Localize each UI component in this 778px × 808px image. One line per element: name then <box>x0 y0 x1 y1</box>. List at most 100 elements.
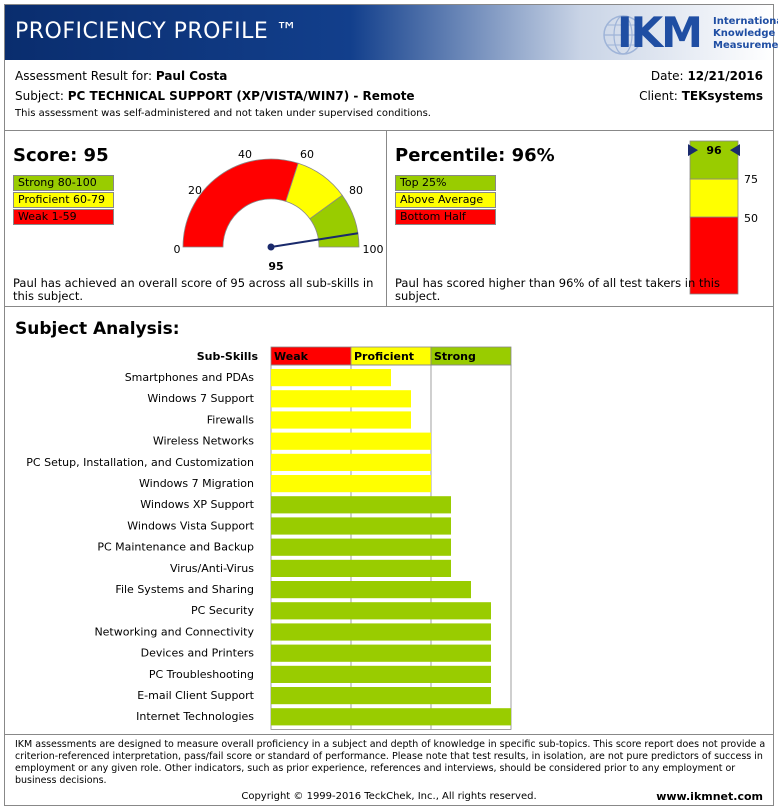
skill-bar <box>271 538 451 556</box>
date-value: 12/21/2016 <box>687 69 763 83</box>
percentile-panel: Percentile: 96% Top 25% Above Average Bo… <box>387 131 773 307</box>
skill-bar <box>271 453 431 471</box>
skill-label: Networking and Connectivity <box>94 625 254 638</box>
logo-tagline-line: International <box>713 16 778 27</box>
candidate-line: Assessment Result for: Paul Costa <box>15 69 227 83</box>
logo-tagline: International Knowledge Measurement <box>713 16 778 52</box>
client-line: Client: TEKsystems <box>639 89 763 103</box>
skills-chart: Sub-Skills Weak Proficient Strong Smartphone… <box>26 346 512 730</box>
client-label: Client: <box>639 89 678 103</box>
skill-bar <box>271 432 431 450</box>
report-footer: IKM assessments are designed to measure … <box>5 735 773 806</box>
ikm-logo: IKM International Knowledge Measurement <box>595 8 778 58</box>
skill-label: Windows 7 Support <box>147 392 254 405</box>
score-title: Score: 95 <box>13 145 109 166</box>
percentile-top-band <box>689 140 739 180</box>
skill-label: Internet Technologies <box>136 710 254 723</box>
legend-weak: Weak 1-59 <box>13 209 114 225</box>
percentile-marker-label: 96 <box>706 144 722 157</box>
skill-bar <box>271 559 451 577</box>
client-name: TEKsystems <box>681 89 763 103</box>
skill-label: PC Maintenance and Backup <box>97 541 254 554</box>
skill-label: Windows 7 Migration <box>139 477 254 490</box>
skill-bar <box>271 665 491 683</box>
band-header-label: Strong <box>434 350 476 363</box>
skill-bar <box>271 475 431 493</box>
percentile-title: Percentile: 96% <box>395 145 555 166</box>
percentile-marker-left-icon <box>688 144 698 157</box>
gauge-tick-label: 60 <box>300 148 314 161</box>
skill-label: Windows XP Support <box>140 498 254 511</box>
legend-proficient: Proficient 60-79 <box>13 192 114 208</box>
legend-above-average: Above Average <box>395 192 496 208</box>
skill-label: E-mail Client Support <box>137 689 254 702</box>
gauge-needle <box>270 232 359 248</box>
skill-label: PC Setup, Installation, and Customizatio… <box>26 456 254 469</box>
sub-skills-header: Sub-Skills <box>197 350 259 363</box>
subject-line: Subject: PC TECHNICAL SUPPORT (XP/VISTA/… <box>15 89 415 103</box>
logo-tagline-line: Knowledge <box>713 28 776 39</box>
date-line: Date: 12/21/2016 <box>651 69 763 83</box>
supervision-note: This assessment was self-administered an… <box>15 108 431 119</box>
globe-icon <box>603 15 643 55</box>
report-title: PROFICIENCY PROFILE ™ <box>15 19 299 44</box>
skill-label: Virus/Anti-Virus <box>170 562 254 575</box>
score-panel: Score: 95 Strong 80-100 Proficient 60-79… <box>5 131 387 307</box>
gauge-hub <box>267 243 275 251</box>
candidate-name: Paul Costa <box>155 69 228 83</box>
percentile-middle-band <box>689 178 739 218</box>
copyright-text: Copyright © 1999-2016 TeckChek, Inc., Al… <box>241 791 537 802</box>
gauge-tick-label: 20 <box>188 184 202 197</box>
skill-bar <box>271 623 491 641</box>
skill-label: Devices and Printers <box>141 647 255 660</box>
website-link[interactable]: www.ikmnet.com <box>656 790 763 803</box>
skill-label: Windows Vista Support <box>127 519 254 532</box>
skill-bar <box>271 708 511 726</box>
report-header: PROFICIENCY PROFILE ™ IKM International … <box>5 5 778 60</box>
skill-bar <box>271 496 451 514</box>
skill-bar <box>271 687 491 705</box>
gauge-tick-label: 0 <box>174 243 181 256</box>
percentile-tick-label: 50 <box>744 212 758 225</box>
legend-bottom-half: Bottom Half <box>395 209 496 225</box>
report-frame <box>4 4 774 806</box>
date-label: Date: <box>650 69 684 83</box>
skill-bar <box>271 602 491 620</box>
legend-strong: Strong 80-100 <box>13 175 114 191</box>
assessment-info: Assessment Result for: Paul Costa Subjec… <box>5 60 773 131</box>
percentile-marker-right-icon <box>730 144 740 157</box>
band-header-label: Weak <box>274 350 309 363</box>
subject-analysis: Subject Analysis: Sub-Skills Weak Proficie… <box>5 307 773 735</box>
skill-bar <box>271 517 451 535</box>
skill-bar <box>271 390 411 408</box>
skill-label: PC Security <box>191 604 254 617</box>
percentile-bottom-band <box>689 216 739 295</box>
skill-label: Firewalls <box>207 413 254 426</box>
skill-label: File Systems and Sharing <box>115 583 254 596</box>
gauge-tick-label: 100 <box>363 243 384 256</box>
logo-tagline-line: Measurement <box>713 40 778 51</box>
band-header-label: Proficient <box>354 350 414 363</box>
score-description: Paul has achieved an overall score of 95… <box>13 276 374 303</box>
skill-bar <box>271 369 391 387</box>
skill-bar <box>271 644 491 662</box>
analysis-title: Subject Analysis: <box>15 319 180 339</box>
percentile-tick-label: 75 <box>744 173 758 186</box>
disclaimer-text: IKM assessments are designed to measure … <box>15 739 766 786</box>
skill-bar <box>271 411 411 429</box>
skill-label: PC Troubleshooting <box>149 668 254 681</box>
gauge-tick-label: 40 <box>238 148 252 161</box>
candidate-label: Assessment Result for: <box>15 69 153 83</box>
skill-label: Wireless Networks <box>153 435 254 448</box>
gauge-tick-label: 80 <box>349 184 363 197</box>
logo-wordmark: IKM <box>617 8 703 57</box>
skill-bar <box>271 581 471 599</box>
legend-top-25: Top 25% <box>395 175 496 191</box>
subject-label: Subject: <box>15 89 64 103</box>
score-gauge: 0 20 40 60 80 100 95 <box>174 148 384 273</box>
gauge-weak-arc <box>182 158 299 248</box>
percentile-bar: 96 75 50 <box>688 140 758 295</box>
gauge-value-label: 95 <box>268 260 283 273</box>
percentile-description: Paul has scored higher than 96% of all t… <box>395 276 720 303</box>
skill-label: Smartphones and PDAs <box>125 371 255 384</box>
